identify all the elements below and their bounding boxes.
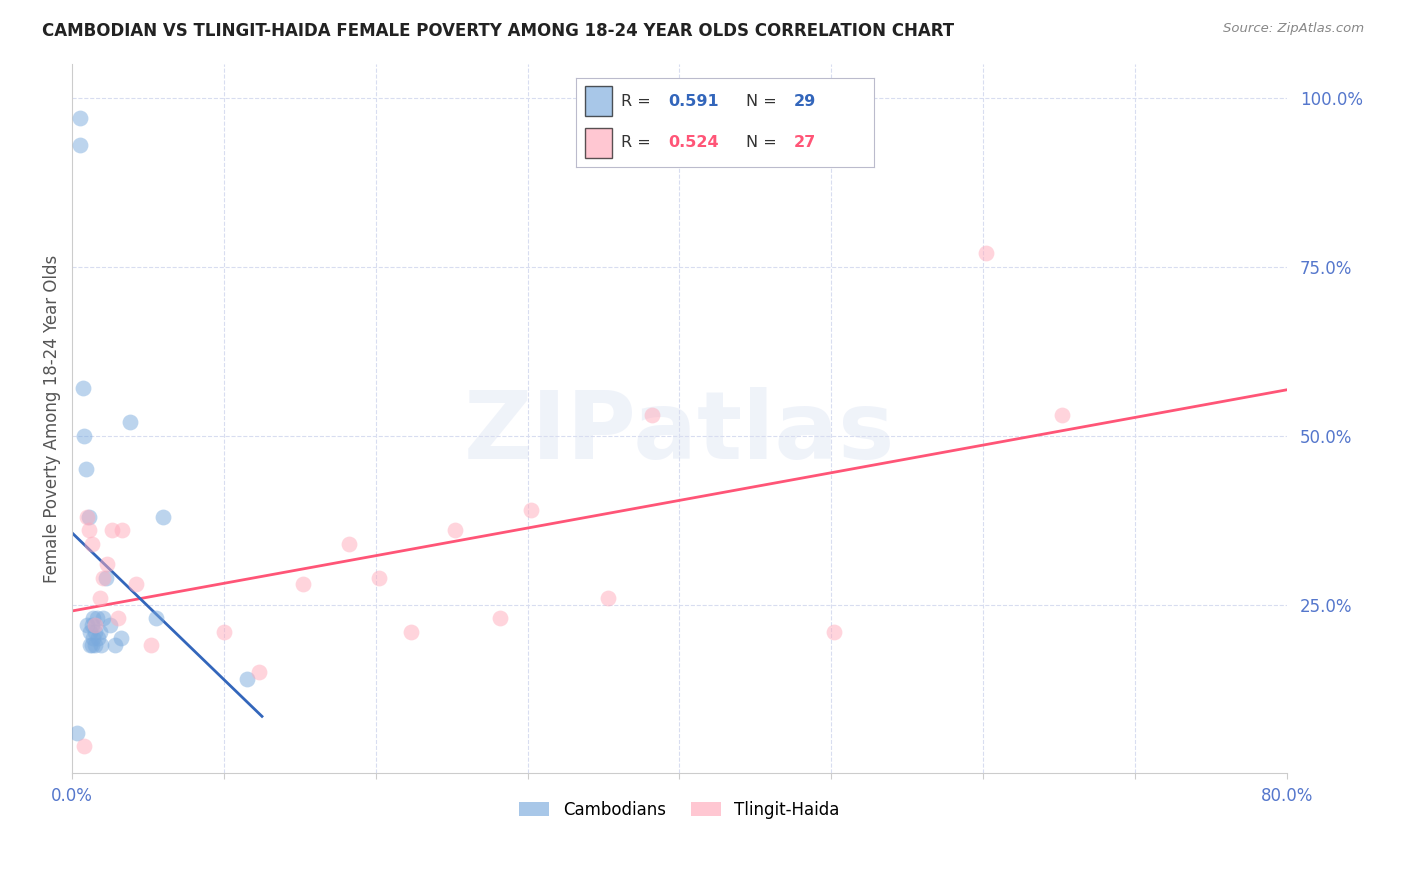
Point <box>77 509 100 524</box>
Point <box>110 632 132 646</box>
Point <box>152 509 174 524</box>
Point <box>104 638 127 652</box>
Point <box>443 523 465 537</box>
Point <box>87 632 110 646</box>
Point <box>76 617 98 632</box>
Point <box>519 503 541 517</box>
Point <box>82 632 104 646</box>
Point <box>75 462 97 476</box>
Point <box>94 570 117 584</box>
Point <box>399 624 422 639</box>
Point <box>337 537 360 551</box>
Point <box>98 617 121 632</box>
Point <box>89 624 111 639</box>
Point <box>79 624 101 639</box>
Point <box>91 570 114 584</box>
Point <box>76 509 98 524</box>
Point <box>84 617 107 632</box>
Point <box>66 726 89 740</box>
Point <box>100 523 122 537</box>
Point <box>247 665 270 679</box>
Point <box>69 111 91 125</box>
Point <box>291 577 314 591</box>
Point <box>80 638 103 652</box>
Point <box>84 624 107 639</box>
Point <box>72 381 94 395</box>
Point <box>367 570 389 584</box>
Point <box>80 617 103 632</box>
Point <box>212 624 235 639</box>
Point <box>641 409 664 423</box>
Point <box>1050 409 1073 423</box>
Point <box>79 638 101 652</box>
Point <box>90 638 112 652</box>
Point <box>111 523 134 537</box>
Y-axis label: Female Poverty Among 18-24 Year Olds: Female Poverty Among 18-24 Year Olds <box>44 254 60 582</box>
Point <box>145 611 167 625</box>
Text: ZIPatlas: ZIPatlas <box>464 387 896 479</box>
Point <box>125 577 148 591</box>
Point <box>86 611 108 625</box>
Text: Source: ZipAtlas.com: Source: ZipAtlas.com <box>1223 22 1364 36</box>
Point <box>236 672 259 686</box>
Point <box>73 739 96 754</box>
Point <box>69 138 91 153</box>
Point <box>84 638 107 652</box>
Legend: Cambodians, Tlingit-Haida: Cambodians, Tlingit-Haida <box>513 794 846 825</box>
Point <box>107 611 129 625</box>
Point <box>489 611 512 625</box>
Point <box>77 523 100 537</box>
Point <box>598 591 620 605</box>
Point <box>96 557 118 571</box>
Point <box>82 611 104 625</box>
Text: CAMBODIAN VS TLINGIT-HAIDA FEMALE POVERTY AMONG 18-24 YEAR OLDS CORRELATION CHAR: CAMBODIAN VS TLINGIT-HAIDA FEMALE POVERT… <box>42 22 955 40</box>
Point <box>823 624 845 639</box>
Point <box>974 246 997 260</box>
Point <box>118 415 141 429</box>
Point <box>89 591 111 605</box>
Point <box>141 638 163 652</box>
Point <box>80 537 103 551</box>
Point <box>73 428 96 442</box>
Point <box>91 611 114 625</box>
